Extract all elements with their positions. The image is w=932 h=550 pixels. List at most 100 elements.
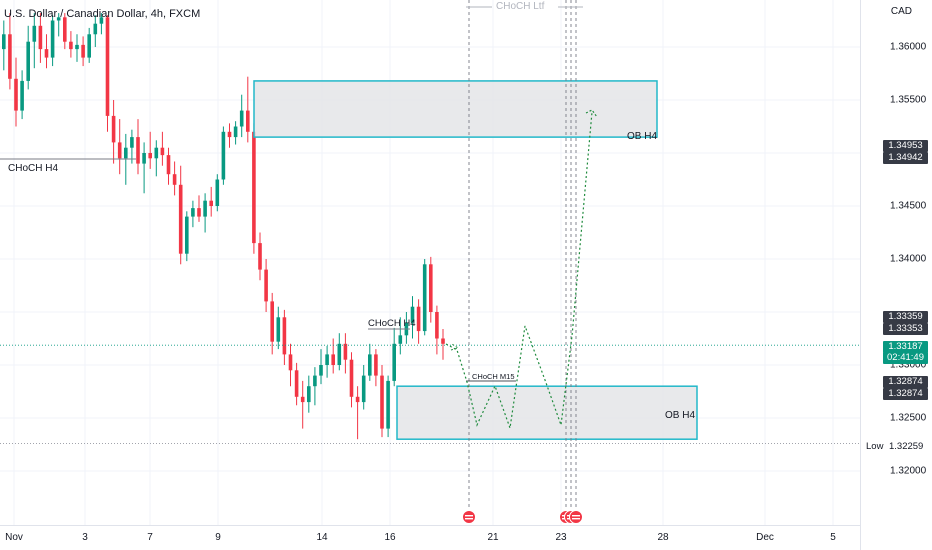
low-label: Low bbox=[866, 441, 884, 452]
candle-body bbox=[386, 380, 390, 429]
candle-body bbox=[50, 20, 55, 58]
price-tag: 1.33187 bbox=[883, 341, 928, 353]
candle-body bbox=[197, 208, 201, 217]
projection-arrow bbox=[585, 109, 598, 118]
candle-body bbox=[331, 354, 335, 365]
candle-body bbox=[160, 147, 165, 156]
us-flag-stripe bbox=[465, 515, 473, 517]
ob-h4-top-label: OB H4 bbox=[627, 131, 658, 142]
candle-body bbox=[38, 25, 43, 50]
time-tick-label: 28 bbox=[657, 532, 669, 543]
candle-body bbox=[288, 354, 293, 371]
us-flag-stripe bbox=[465, 518, 473, 520]
candle-body bbox=[337, 343, 342, 365]
ob-zone-top bbox=[253, 80, 658, 138]
candle-body bbox=[111, 115, 116, 143]
currency-label: CAD bbox=[890, 6, 912, 17]
candle-body bbox=[361, 375, 366, 403]
ob-h4-bottom-label: OB H4 bbox=[665, 410, 696, 421]
candle-body bbox=[136, 137, 140, 164]
candle-body bbox=[142, 153, 146, 164]
candle-body bbox=[75, 44, 79, 50]
overlays bbox=[0, 0, 860, 524]
candle-body bbox=[270, 301, 274, 342]
time-tick-label: 16 bbox=[384, 532, 396, 543]
price-tag: 02:41:49 bbox=[883, 352, 928, 364]
candle-body bbox=[130, 137, 134, 148]
candle-body bbox=[178, 184, 183, 254]
candle-body bbox=[124, 147, 128, 159]
us-flag-stripe bbox=[572, 518, 580, 520]
time-tick-label: 23 bbox=[555, 532, 567, 543]
time-tick-label: 21 bbox=[487, 532, 499, 543]
low-value: 1.32259 bbox=[889, 441, 924, 452]
candle-body bbox=[325, 354, 329, 365]
candle-body bbox=[56, 17, 61, 21]
candle-body bbox=[313, 375, 317, 387]
candle-body bbox=[410, 306, 415, 323]
candle-body bbox=[20, 80, 24, 111]
candle-body bbox=[294, 370, 299, 397]
ob-zone-bottom bbox=[396, 385, 698, 440]
time-tick-label: 14 bbox=[316, 532, 328, 543]
candle-body bbox=[319, 365, 323, 376]
symbol-title: U.S. Dollar / Canadian Dollar, 4h, FXCM bbox=[4, 8, 201, 20]
price-tick-label: 1.33000 bbox=[890, 359, 927, 371]
candle-body bbox=[215, 179, 220, 206]
candle-body bbox=[69, 41, 73, 50]
choch-h4-mid-label: CHoCH H4 bbox=[368, 318, 416, 329]
time-tick-label: Nov bbox=[5, 532, 23, 543]
us-flag-stripe bbox=[572, 515, 580, 517]
price-tag: 1.34942 bbox=[883, 152, 928, 164]
candle-body bbox=[154, 147, 159, 159]
candle-body bbox=[258, 243, 262, 270]
us-flag-icon bbox=[569, 510, 583, 524]
us-flag-icon bbox=[462, 510, 476, 524]
candle-body bbox=[416, 306, 421, 332]
time-tick-label: 3 bbox=[82, 532, 88, 543]
candle-body bbox=[441, 338, 445, 344]
candle-body bbox=[227, 131, 232, 138]
candle-body bbox=[307, 386, 311, 403]
candle-body bbox=[185, 216, 189, 254]
price-tick-label: 1.32000 bbox=[890, 465, 927, 477]
candle-body bbox=[368, 354, 372, 376]
candle-body bbox=[93, 23, 98, 35]
candle-body bbox=[8, 34, 12, 79]
candle-body bbox=[355, 396, 360, 403]
candle-body bbox=[32, 25, 37, 42]
price-tag: 1.34953 bbox=[883, 140, 928, 152]
candle-body bbox=[221, 131, 226, 180]
candle-body bbox=[203, 200, 207, 217]
price-tag: 1.32874 bbox=[883, 376, 928, 388]
candle-body bbox=[422, 264, 427, 332]
price-tick-label: 1.32500 bbox=[890, 412, 927, 424]
candle-body bbox=[99, 17, 104, 24]
projection-arrow-small bbox=[450, 343, 460, 351]
price-tick-label: 1.34000 bbox=[890, 253, 927, 265]
candle-body bbox=[209, 200, 213, 206]
time-tick-label: 7 bbox=[147, 532, 153, 543]
candle-body bbox=[392, 343, 396, 381]
candle-body bbox=[26, 41, 30, 81]
price-tick-label: 1.36000 bbox=[890, 41, 927, 53]
candle-body bbox=[14, 78, 18, 111]
candle-body bbox=[246, 110, 250, 132]
candle-body bbox=[276, 317, 281, 342]
time-tick-label: 5 bbox=[830, 532, 836, 543]
candle-body bbox=[117, 142, 122, 159]
time-tick-label: 9 bbox=[215, 532, 221, 543]
candle-body bbox=[81, 44, 85, 58]
candle-body bbox=[239, 110, 244, 127]
price-tag: 1.33353 bbox=[883, 323, 928, 335]
price-tag: 1.33359 bbox=[883, 311, 928, 323]
candle-body bbox=[264, 269, 268, 302]
candles bbox=[2, 13, 445, 440]
candle-body bbox=[2, 34, 6, 50]
choch-ltf-label: CHoCH Ltf bbox=[496, 1, 545, 12]
price-tag: 1.32874 bbox=[883, 388, 928, 400]
candle-body bbox=[282, 317, 287, 355]
candle-body bbox=[349, 359, 354, 397]
candle-body bbox=[380, 375, 384, 429]
